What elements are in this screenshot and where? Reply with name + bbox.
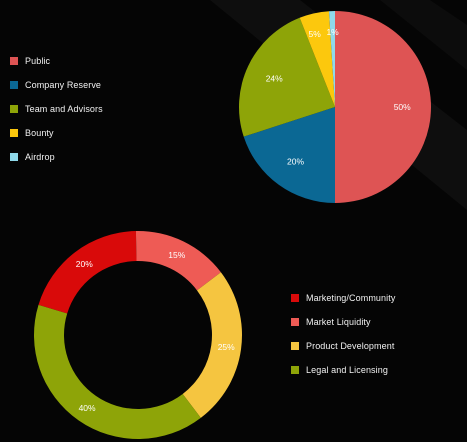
pie-data-label: 1% — [326, 27, 339, 37]
pie-data-label: 20% — [287, 156, 304, 166]
legend-item-product-development: Product Development — [291, 334, 395, 358]
legend-swatch — [10, 129, 18, 137]
legend-swatch — [291, 318, 299, 326]
legend-label: Marketing/Community — [306, 293, 396, 303]
pie-data-label: 24% — [266, 73, 283, 83]
pie-slice-bounty — [299, 11, 335, 107]
legend-item-legal-and-licensing: Legal and Licensing — [291, 358, 395, 382]
legend-swatch — [10, 81, 18, 89]
legend-label: Product Development — [306, 341, 395, 351]
legend-swatch — [10, 57, 18, 65]
legend-label: Company Reserve — [25, 80, 102, 90]
pie-data-label: 50% — [394, 102, 411, 112]
donut-data-label: 20% — [76, 259, 93, 269]
pie-legend: Public Company Reserve Team and Advisors Bo… — [10, 49, 103, 169]
donut-data-label: 15% — [168, 250, 185, 260]
legend-item-company-reserve: Company Reserve — [10, 73, 103, 97]
legend-item-public: Public — [10, 49, 103, 73]
legend-label: Public — [25, 56, 51, 66]
legend-swatch — [10, 105, 18, 113]
legend-label: Airdrop — [25, 152, 55, 162]
background-stripe — [380, 0, 467, 70]
pie-data-label: 5% — [309, 29, 322, 39]
donut-legend: Marketing/Community Market Liquidity Produ… — [291, 286, 395, 382]
legend-swatch — [291, 366, 299, 374]
legend-swatch — [291, 342, 299, 350]
pie-slice-public — [335, 11, 431, 203]
legend-item-market-liquidity: Market Liquidity — [291, 310, 395, 334]
legend-label: Legal and Licensing — [306, 365, 388, 375]
donut-data-label: 40% — [79, 403, 96, 413]
legend-label: Team and Advisors — [25, 104, 103, 114]
donut-segment-legal-and-licensing — [34, 304, 201, 439]
legend-item-bounty: Bounty — [10, 121, 103, 145]
legend-label: Market Liquidity — [306, 317, 371, 327]
pie-slice-airdrop — [328, 11, 335, 107]
legend-item-airdrop: Airdrop — [10, 145, 103, 169]
donut-segment-market-liquidity — [135, 230, 221, 291]
legend-label: Bounty — [25, 128, 54, 138]
donut-data-label: 25% — [218, 342, 235, 352]
legend-swatch — [291, 294, 299, 302]
donut-segment-marketing-community — [38, 231, 137, 314]
pie-slice-team-and-advisors — [238, 17, 335, 137]
legend-item-team-and-advisors: Team and Advisors — [10, 97, 103, 121]
donut-segment-product-development — [182, 272, 243, 418]
legend-item-marketing-community: Marketing/Community — [291, 286, 395, 310]
pie-slice-company-reserve — [243, 107, 335, 203]
legend-swatch — [10, 153, 18, 161]
